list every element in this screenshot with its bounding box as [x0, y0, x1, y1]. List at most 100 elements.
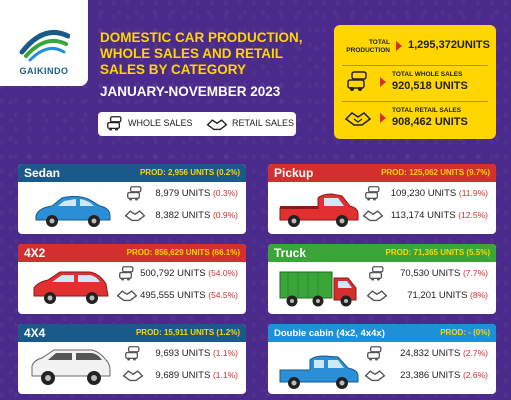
wholesales-percent: (1.1%) — [212, 348, 238, 358]
summary-retailsales-label: TOTAL RETAIL SALES — [392, 107, 462, 114]
summary-retailsales-value: 908,462 UNITS — [392, 116, 468, 128]
retailsales-value: 495,555 UNITS — [140, 290, 206, 301]
wholesale-cars-icon — [367, 346, 382, 361]
card-header: Double cabin (4x2, 4x4x) PROD: - (0%) — [268, 324, 496, 342]
wholesales-value: 109,230 UNITS — [390, 188, 457, 199]
summary-production-value: 1,295,372UNITS — [408, 39, 490, 51]
logo-box: GAIKINDO — [0, 0, 88, 86]
gaikindo-logo-icon — [19, 30, 70, 62]
card-sedan: Sedan PROD: 2,956 UNITS (0.2%) 8,979 UNI… — [18, 164, 246, 234]
card-production: PROD: 125,062 UNITS (9.7%) — [381, 168, 490, 177]
suv-car-icon — [31, 349, 111, 385]
card-truck: Truck PROD: 71,365 UNITS (5.5%) 70,530 U… — [268, 244, 496, 314]
card-title: Truck — [274, 246, 307, 260]
card-title: Sedan — [24, 166, 61, 180]
card-wholesales: 8,979 UNITS (0.3%) — [155, 188, 238, 199]
retailsales-percent: (54.5%) — [208, 290, 238, 300]
card-wholesales: 500,792 UNITS (54.0%) — [140, 268, 238, 279]
card-header: 4X4 PROD: 15,911 UNITS (1.2%) — [18, 324, 246, 342]
wholesales-value: 70,530 UNITS — [400, 268, 461, 279]
wholesales-value: 8,979 UNITS — [155, 188, 211, 199]
card-title: 4X4 — [24, 326, 46, 340]
card-wholesales: 70,530 UNITS (7.7%) — [400, 268, 488, 279]
retailsales-value: 23,386 UNITS — [400, 370, 461, 381]
handshake-icon — [366, 290, 388, 302]
retailsales-percent: (0.9%) — [212, 210, 238, 220]
handshake-icon — [206, 119, 228, 131]
card-production: PROD: - (0%) — [440, 328, 490, 337]
wholesales-value: 9,693 UNITS — [155, 348, 211, 359]
retailsales-percent: (1.1%) — [212, 370, 238, 380]
card-double-cabin: Double cabin (4x2, 4x4x) PROD: - (0%) 24… — [268, 324, 496, 394]
wholesales-percent: (54.0%) — [208, 268, 238, 278]
arrow-icon — [380, 77, 386, 87]
card-retailsales: 113,174 UNITS (12.5%) — [391, 210, 488, 221]
handshake-icon — [116, 290, 138, 302]
summary-wholesales-value: 920,518 UNITS — [392, 80, 468, 92]
wholesale-cars-icon — [119, 266, 134, 281]
divider — [342, 101, 488, 102]
divider — [342, 65, 488, 66]
retailsales-percent: (8%) — [470, 290, 488, 300]
card-header: Truck PROD: 71,365 UNITS (5.5%) — [268, 244, 496, 262]
summary-wholesales: TOTAL WHOLE SALES 920,518 UNITS — [334, 69, 496, 99]
summary-production-label-2: PRODUCTION — [346, 47, 390, 54]
card-production: PROD: 15,911 UNITS (1.2%) — [135, 328, 240, 337]
mpv-car-icon — [33, 271, 109, 304]
retailsales-percent: (12.5%) — [458, 210, 488, 220]
wholesales-percent: (2.7%) — [462, 348, 488, 358]
wholesales-percent: (0.3%) — [212, 188, 238, 198]
legend: WHOLE SALES RETAIL SALES — [98, 112, 296, 136]
retailsales-percent: (2.6%) — [462, 370, 488, 380]
card-production: PROD: 71,365 UNITS (5.5%) — [385, 248, 490, 257]
card-pickup: Pickup PROD: 125,062 UNITS (9.7%) 109,23… — [268, 164, 496, 234]
legend-retailsales: RETAIL SALES — [232, 118, 295, 128]
card-title: 4X2 — [24, 246, 46, 260]
logo-text: GAIKINDO — [19, 66, 69, 76]
page-title: DOMESTIC CAR PRODUCTION, WHOLE SALES AND… — [100, 30, 303, 77]
wholesale-cars-icon — [107, 116, 122, 131]
card-retailsales: 8,382 UNITS (0.9%) — [155, 210, 238, 221]
page-subtitle: JANUARY-NOVEMBER 2023 — [100, 84, 281, 99]
handshake-icon — [122, 370, 144, 382]
wholesales-percent: (11.9%) — [458, 188, 488, 198]
retailsales-value: 9,689 UNITS — [155, 370, 211, 381]
wholesales-value: 500,792 UNITS — [140, 268, 206, 279]
retailsales-value: 113,174 UNITS — [390, 210, 456, 221]
wholesale-cars-icon — [365, 186, 380, 201]
legend-wholesales: WHOLE SALES — [128, 118, 193, 128]
wholesales-percent: (7.7%) — [462, 268, 488, 278]
retailsales-value: 71,201 UNITS — [407, 290, 468, 301]
sedan-car-icon — [35, 195, 111, 227]
pickup-truck-icon — [279, 193, 359, 227]
card-production: PROD: 2,956 UNITS (0.2%) — [139, 168, 240, 177]
card-4x4: 4X4 PROD: 15,911 UNITS (1.2%) 9,693 UNIT… — [18, 324, 246, 394]
card-title: Pickup — [274, 166, 314, 180]
truck-icon — [279, 271, 357, 307]
handshake-icon — [344, 112, 372, 126]
summary-production: TOTAL PRODUCTION 1,295,372UNITS — [334, 35, 496, 65]
arrow-icon — [380, 113, 386, 123]
card-wholesales: 9,693 UNITS (1.1%) — [155, 348, 238, 359]
summary-box: TOTAL PRODUCTION 1,295,372UNITS TOTAL WH… — [334, 25, 496, 139]
wholesales-value: 24,832 UNITS — [400, 348, 461, 359]
wholesale-cars-icon — [369, 266, 384, 281]
card-wholesales: 24,832 UNITS (2.7%) — [400, 348, 488, 359]
card-retailsales: 9,689 UNITS (1.1%) — [155, 370, 238, 381]
card-header: Sedan PROD: 2,956 UNITS (0.2%) — [18, 164, 246, 182]
card-wholesales: 109,230 UNITS (11.9%) — [391, 188, 488, 199]
double-cabin-truck-icon — [279, 355, 359, 389]
handshake-icon — [362, 210, 384, 222]
card-retailsales: 71,201 UNITS (8%) — [407, 290, 488, 301]
summary-retailsales: TOTAL RETAIL SALES 908,462 UNITS — [334, 105, 496, 135]
handshake-icon — [364, 370, 386, 382]
card-retailsales: 23,386 UNITS (2.6%) — [400, 370, 488, 381]
handshake-icon — [124, 210, 146, 222]
card-retailsales: 495,555 UNITS (54.5%) — [140, 290, 238, 301]
summary-wholesales-label: TOTAL WHOLE SALES — [392, 71, 463, 78]
summary-production-label-1: TOTAL — [368, 39, 390, 46]
wholesale-cars-icon — [347, 71, 367, 91]
wholesale-cars-icon — [125, 346, 140, 361]
wholesale-cars-icon — [127, 186, 142, 201]
retailsales-value: 8,382 UNITS — [155, 210, 211, 221]
